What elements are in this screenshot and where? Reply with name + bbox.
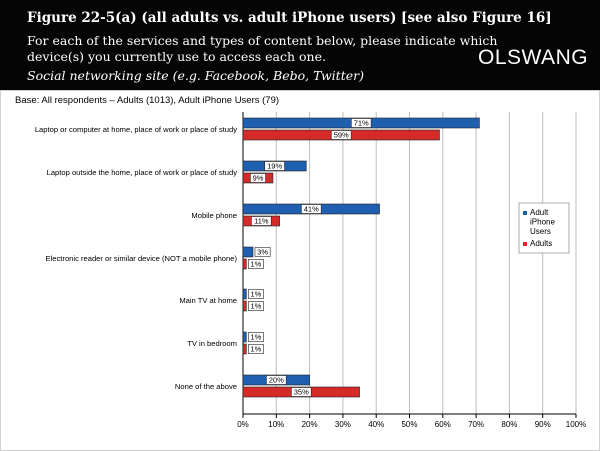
- data-label-box: [248, 301, 264, 311]
- legend-label-part: Users: [530, 227, 551, 236]
- data-label-box: [248, 332, 264, 342]
- question-line-1: For each of the services and types of co…: [27, 33, 498, 48]
- legend-swatch-adults: [523, 242, 527, 246]
- bar-iphone-users: [242, 246, 254, 258]
- category-label: Laptop or computer at home, place of wor…: [35, 125, 237, 134]
- olswang-logo: OLSWANG: [478, 46, 589, 69]
- category-label: Mobile phone: [191, 211, 237, 220]
- data-label: 1%: [251, 302, 262, 311]
- x-tick-label: 10%: [268, 420, 284, 429]
- bar-iphone-users: [242, 331, 247, 343]
- x-tick-label: 30%: [335, 420, 351, 429]
- data-label: 1%: [251, 260, 262, 269]
- category-labels: Laptop or computer at home, place of wor…: [35, 125, 238, 391]
- question-line-2: device(s) you currently use to access ea…: [27, 49, 326, 64]
- x-tick-label: 100%: [566, 420, 586, 429]
- x-axis-ticks: 0% 10% 20% 30% 40% 50% 60% 70% 80% 90% 100%: [237, 414, 586, 429]
- header-banner: Figure 22-5(a) (all adults vs. adult iPh…: [0, 0, 600, 90]
- data-label-box: [248, 259, 264, 269]
- data-label-box: [254, 247, 271, 257]
- bar-iphone-users: [242, 288, 247, 300]
- x-tick-label: 60%: [435, 420, 451, 429]
- bars: 71% 19% 41% 3% 1% 1% 20% 59% 9% 11% 1% 1% 1% 35%: [242, 117, 480, 398]
- data-label: 1%: [251, 345, 262, 354]
- data-label-box: [301, 204, 322, 214]
- legend-label-adults: Adults: [530, 239, 552, 248]
- bar-adults: [242, 258, 247, 270]
- data-label: 9%: [253, 174, 264, 183]
- data-label-box: [248, 289, 264, 299]
- category-label: Main TV at home: [179, 296, 237, 305]
- data-label-box: [250, 173, 266, 183]
- category-label: Electronic reader or similar device (NOT…: [46, 254, 238, 263]
- legend: Adult iPhone Users Adults: [518, 202, 570, 254]
- data-label: 1%: [251, 333, 262, 342]
- legend-label-part: iPhone: [530, 218, 555, 227]
- data-label: 59%: [334, 131, 349, 140]
- x-tick-label: 40%: [368, 420, 384, 429]
- data-label-box: [351, 118, 372, 128]
- data-label: 3%: [257, 248, 268, 257]
- category-label: Laptop outside the home, place of work o…: [47, 168, 238, 177]
- bar-adults: [242, 300, 247, 312]
- x-tick-label: 80%: [501, 420, 517, 429]
- x-tick-label: 50%: [401, 420, 417, 429]
- category-label: TV in bedroom: [187, 339, 237, 348]
- figure-title: Figure 22-5(a) (all adults vs. adult iPh…: [27, 10, 552, 26]
- legend-label-iphone: Adult iPhone Users: [530, 208, 555, 236]
- x-tick-label: 90%: [535, 420, 551, 429]
- legend-swatch-iphone: [523, 211, 527, 215]
- category-label: None of the above: [175, 382, 237, 391]
- data-label: 11%: [254, 217, 269, 226]
- data-label: 35%: [294, 388, 309, 397]
- data-label-box: [266, 375, 287, 385]
- legend-box: [518, 202, 570, 254]
- bar-adults: [242, 343, 247, 355]
- data-label: 20%: [269, 376, 284, 385]
- legend-label-part: Adult: [530, 208, 549, 217]
- question-subject: Social networking site (e.g. Facebook, B…: [27, 68, 364, 83]
- data-label-box: [264, 161, 285, 171]
- base-note: Base: All respondents – Adults (1013), A…: [15, 95, 280, 106]
- x-tick-label: 20%: [302, 420, 318, 429]
- data-label-box: [331, 130, 352, 140]
- data-label: 71%: [354, 119, 369, 128]
- data-label: 1%: [251, 290, 262, 299]
- x-tick-label: 0%: [237, 420, 249, 429]
- data-label-box: [291, 387, 312, 397]
- data-label-box: [251, 216, 272, 226]
- x-tick-label: 70%: [468, 420, 484, 429]
- data-label: 41%: [304, 205, 319, 214]
- data-label: 19%: [267, 162, 282, 171]
- grid-lines: [242, 112, 577, 415]
- data-label-box: [248, 344, 264, 354]
